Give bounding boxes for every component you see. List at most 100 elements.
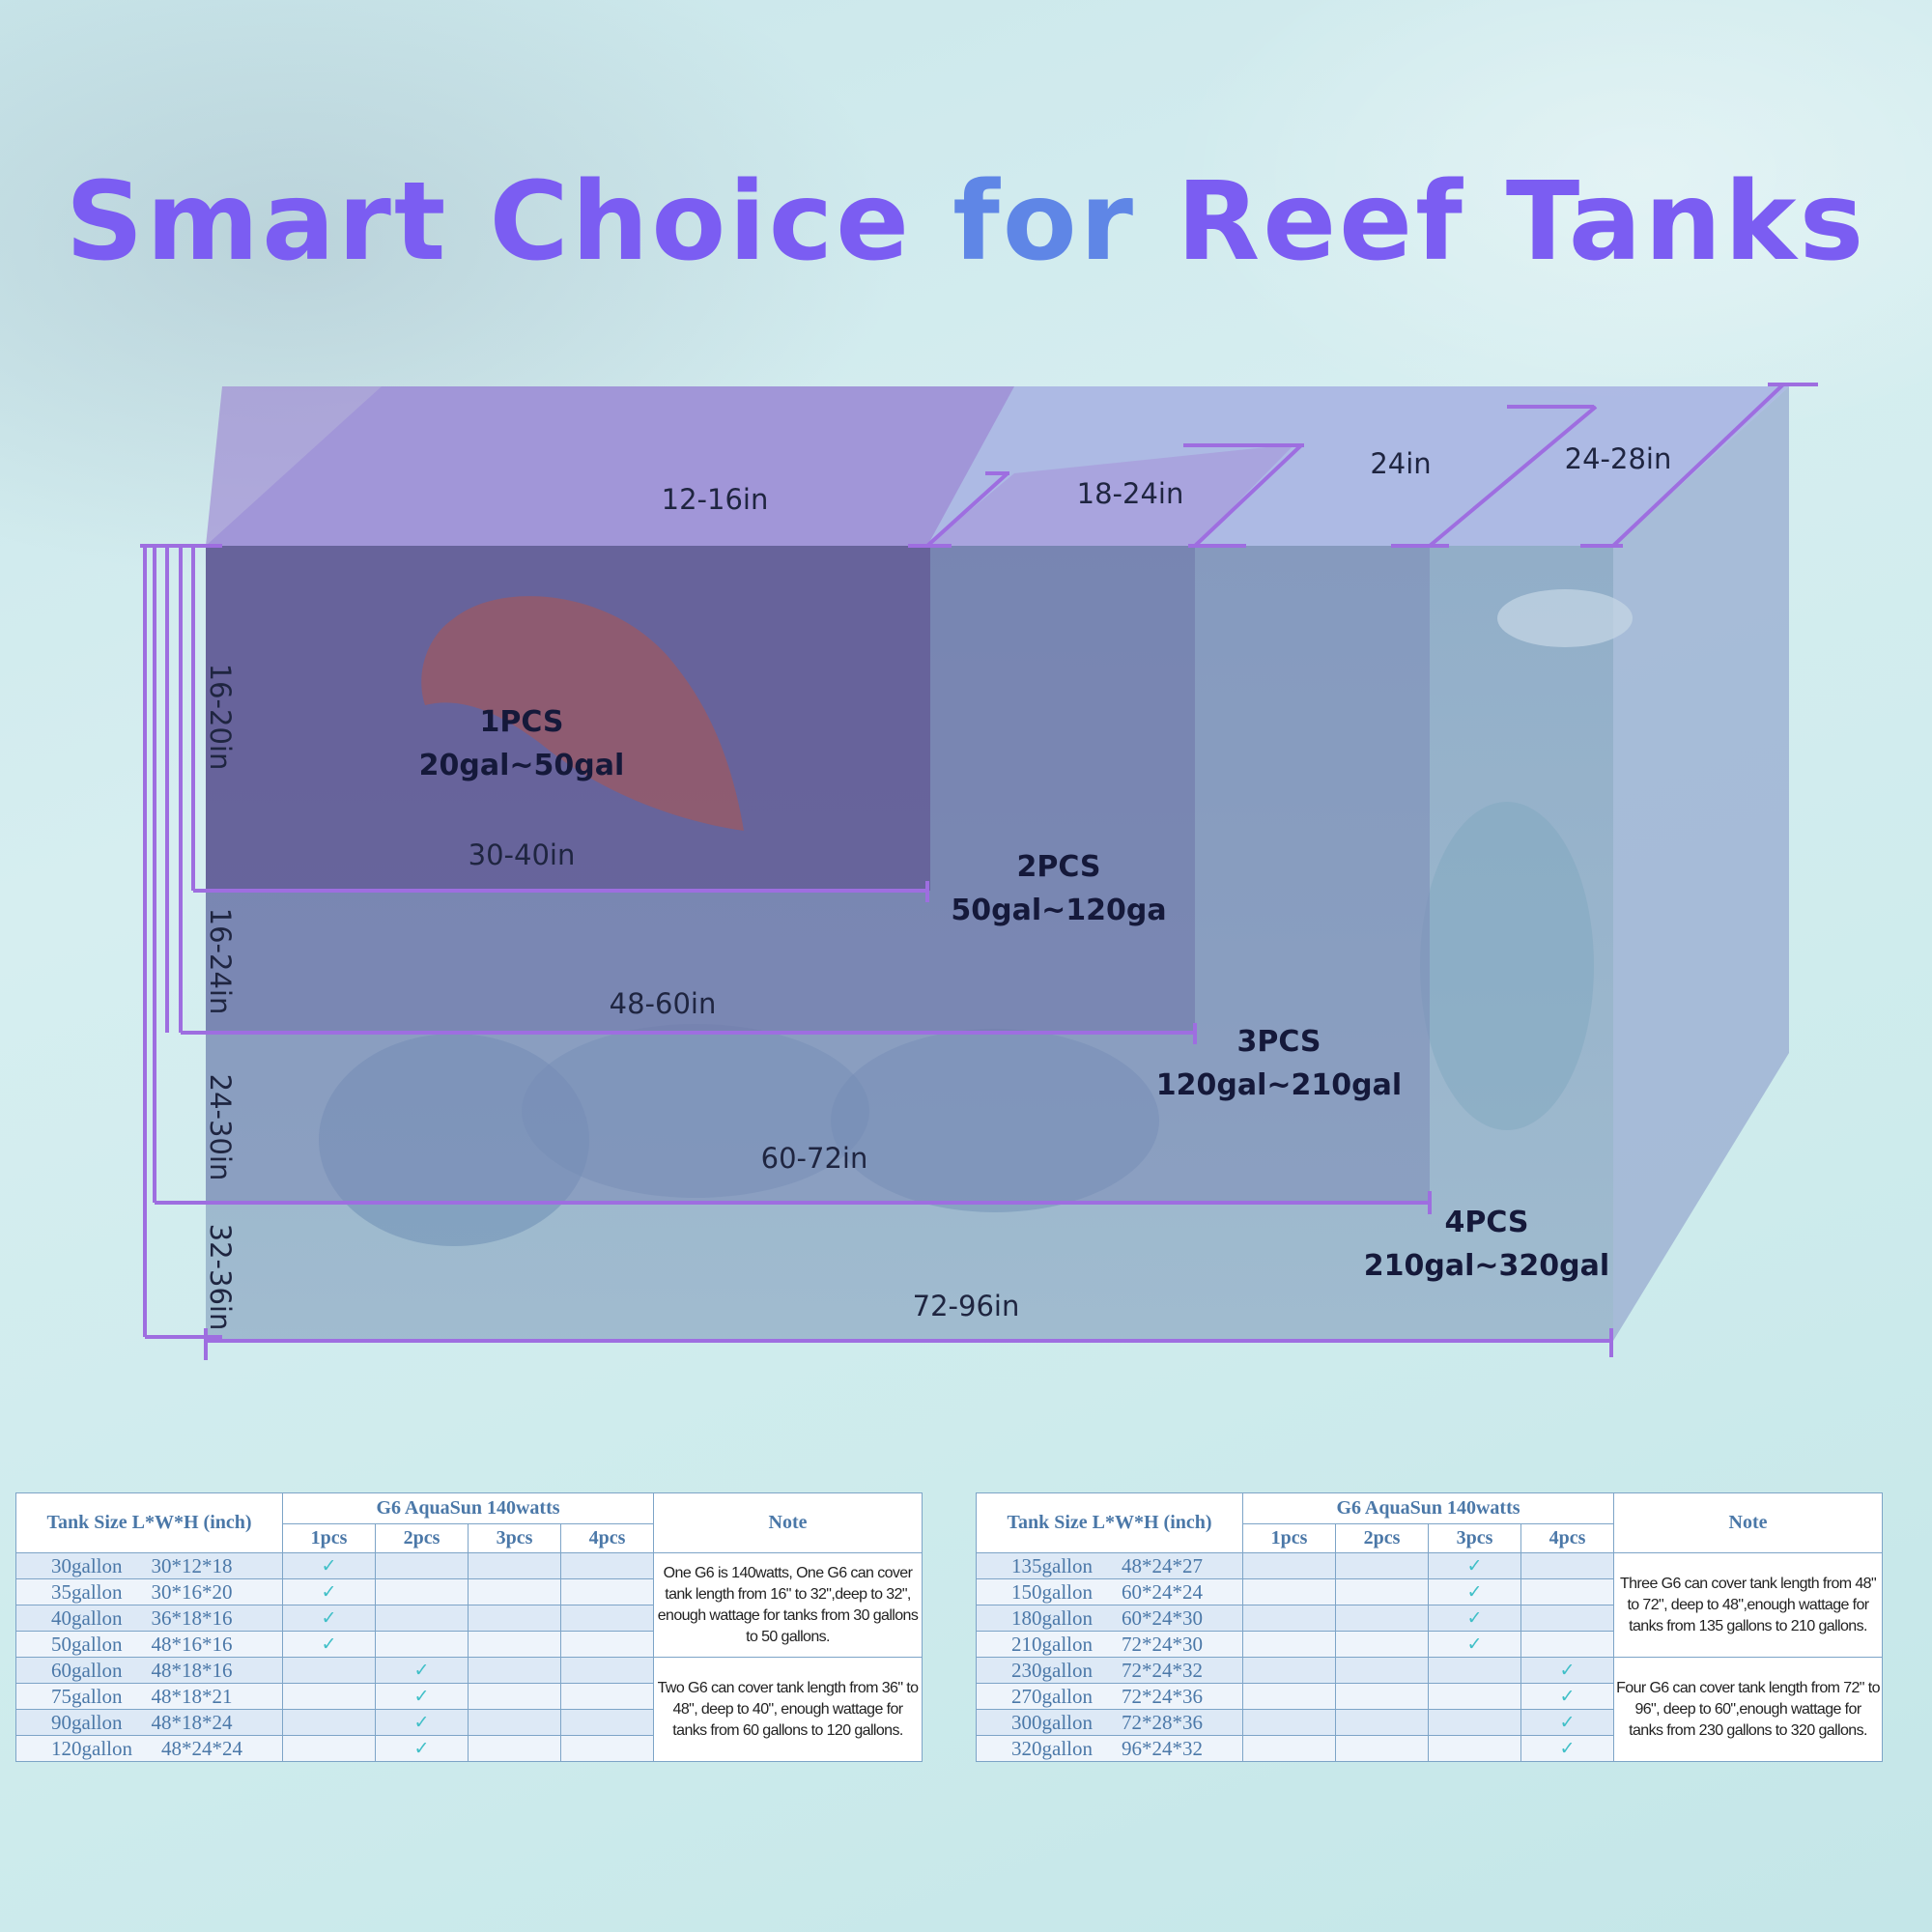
check-cell bbox=[1335, 1683, 1429, 1710]
note-cell: Four G6 can cover tank length from 72" t… bbox=[1613, 1657, 1883, 1762]
dimension-value: 48*18*24 bbox=[151, 1710, 233, 1734]
check-cell bbox=[375, 1578, 469, 1605]
check-cell bbox=[560, 1735, 654, 1762]
tank-size-cell: 150gallon 60*24*24 bbox=[976, 1578, 1243, 1605]
pcs-header: 1pcs bbox=[1242, 1523, 1336, 1553]
dimension-value: 48*24*24 bbox=[161, 1736, 242, 1760]
gallon-value: 120gallon bbox=[51, 1736, 132, 1760]
check-cell bbox=[1335, 1578, 1429, 1605]
table-row: 320gallon 96*24*32 ✓ bbox=[976, 1735, 1883, 1762]
check-cell bbox=[1520, 1552, 1614, 1579]
check-cell: ✓ bbox=[1520, 1657, 1614, 1684]
check-cell bbox=[468, 1709, 561, 1736]
coverage-table: Tank Size L*W*H (inch) G6 AquaSun 140wat… bbox=[976, 1492, 1883, 1762]
check-cell: ✓ bbox=[375, 1735, 469, 1762]
gallon-value: 40gallon bbox=[51, 1605, 123, 1630]
tank-size-cell: 320gallon 96*24*32 bbox=[976, 1735, 1243, 1762]
pcs-header: 4pcs bbox=[560, 1523, 654, 1553]
check-cell bbox=[1428, 1735, 1521, 1762]
zone-range-label: 50gal~120ga bbox=[951, 894, 1166, 927]
check-cell: ✓ bbox=[1520, 1709, 1614, 1736]
check-cell: ✓ bbox=[282, 1631, 376, 1658]
check-cell bbox=[468, 1683, 561, 1710]
check-icon: ✓ bbox=[321, 1555, 337, 1577]
check-icon: ✓ bbox=[413, 1660, 430, 1681]
note-cell: Two G6 can cover tank length from 36" to… bbox=[653, 1657, 923, 1762]
depth-label: 24-28in bbox=[1565, 442, 1672, 475]
check-cell bbox=[1242, 1552, 1336, 1579]
zone-2pcs-top bbox=[927, 444, 1294, 546]
check-icon: ✓ bbox=[413, 1686, 430, 1707]
depth-line-3 bbox=[1428, 405, 1598, 548]
tank-size-cell: 180gallon 60*24*30 bbox=[976, 1605, 1243, 1632]
check-cell bbox=[560, 1578, 654, 1605]
table-row: 300gallon 72*28*36 ✓ bbox=[976, 1709, 1883, 1736]
check-cell bbox=[1335, 1709, 1429, 1736]
check-cell bbox=[1520, 1578, 1614, 1605]
check-cell bbox=[282, 1735, 376, 1762]
coral-shape bbox=[1420, 802, 1594, 1130]
table-row: 30gallon 30*12*18 ✓ One G6 is 140watts, One… bbox=[15, 1552, 923, 1658]
fish-shape bbox=[421, 596, 744, 831]
title-part-3: Reef Tanks bbox=[1135, 159, 1867, 285]
check-icon: ✓ bbox=[321, 1581, 337, 1603]
dimension-value: 72*24*32 bbox=[1122, 1658, 1203, 1682]
depth-line-4 bbox=[1611, 383, 1785, 548]
check-cell bbox=[560, 1552, 654, 1579]
check-cell: ✓ bbox=[1520, 1735, 1614, 1762]
gallon-value: 75gallon bbox=[51, 1684, 123, 1708]
note-header: Note bbox=[653, 1492, 923, 1553]
tank-size-cell: 50gallon 48*16*16 bbox=[15, 1631, 283, 1658]
check-cell bbox=[1520, 1605, 1614, 1632]
depth-label: 24in bbox=[1370, 447, 1431, 480]
check-cell: ✓ bbox=[375, 1657, 469, 1684]
check-icon: ✓ bbox=[1466, 1555, 1483, 1577]
pcs-header: 3pcs bbox=[1428, 1523, 1521, 1553]
check-cell bbox=[282, 1709, 376, 1736]
check-cell: ✓ bbox=[375, 1683, 469, 1710]
zone-range-label: 120gal~210gal bbox=[1156, 1068, 1402, 1102]
check-cell: ✓ bbox=[1428, 1631, 1521, 1658]
zone-pcs-label: 1PCS bbox=[479, 705, 563, 739]
check-cell bbox=[1242, 1631, 1336, 1658]
check-icon: ✓ bbox=[1559, 1738, 1576, 1759]
dimension-value: 72*24*36 bbox=[1122, 1684, 1203, 1708]
title-part-2: for bbox=[952, 159, 1136, 285]
check-cell bbox=[468, 1631, 561, 1658]
depth-line-2 bbox=[1193, 443, 1303, 548]
check-cell bbox=[1242, 1578, 1336, 1605]
gallon-value: 180gallon bbox=[1011, 1605, 1093, 1630]
dimension-value: 72*24*30 bbox=[1122, 1632, 1203, 1656]
zone-labels: 1PCS 20gal~50gal 2PCS 50gal~120ga 3PCS 1… bbox=[419, 705, 1610, 1283]
table-row: 150gallon 60*24*24 ✓ bbox=[976, 1578, 1883, 1605]
check-cell bbox=[560, 1683, 654, 1710]
pcs-header: 2pcs bbox=[375, 1523, 469, 1553]
tank-size-diagram: 12-16in 18-24in 24in 24-28in 30-40in 48-… bbox=[140, 383, 1818, 1360]
tank-size-cell: 75gallon 48*18*21 bbox=[15, 1683, 283, 1710]
check-cell bbox=[1242, 1657, 1336, 1684]
pcs-header: 2pcs bbox=[1335, 1523, 1429, 1553]
dimension-value: 30*16*20 bbox=[151, 1579, 233, 1604]
check-cell bbox=[468, 1578, 561, 1605]
note-header: Note bbox=[1613, 1492, 1883, 1553]
check-cell bbox=[1520, 1631, 1614, 1658]
tank-size-cell: 60gallon 48*18*16 bbox=[15, 1657, 283, 1684]
check-icon: ✓ bbox=[1466, 1634, 1483, 1655]
table-row: 270gallon 72*24*36 ✓ bbox=[976, 1683, 1883, 1710]
table-row: 35gallon 30*16*20 ✓ bbox=[15, 1578, 923, 1605]
check-cell bbox=[468, 1735, 561, 1762]
gallon-value: 35gallon bbox=[51, 1579, 123, 1604]
check-cell bbox=[1335, 1605, 1429, 1632]
check-cell bbox=[1335, 1552, 1429, 1579]
table-row: 230gallon 72*24*32 ✓ Four G6 can cover tank… bbox=[976, 1657, 1883, 1762]
check-cell: ✓ bbox=[282, 1605, 376, 1632]
depth-label: 12-16in bbox=[662, 483, 769, 516]
height-label: 16-24in bbox=[204, 908, 237, 1015]
check-cell bbox=[1428, 1657, 1521, 1684]
gallon-value: 30gallon bbox=[51, 1553, 123, 1577]
check-cell bbox=[1242, 1683, 1336, 1710]
tank-size-header: Tank Size L*W*H (inch) bbox=[15, 1492, 283, 1553]
dimension-value: 48*24*27 bbox=[1122, 1553, 1203, 1577]
check-cell bbox=[560, 1709, 654, 1736]
length-label: 60-72in bbox=[761, 1142, 868, 1175]
